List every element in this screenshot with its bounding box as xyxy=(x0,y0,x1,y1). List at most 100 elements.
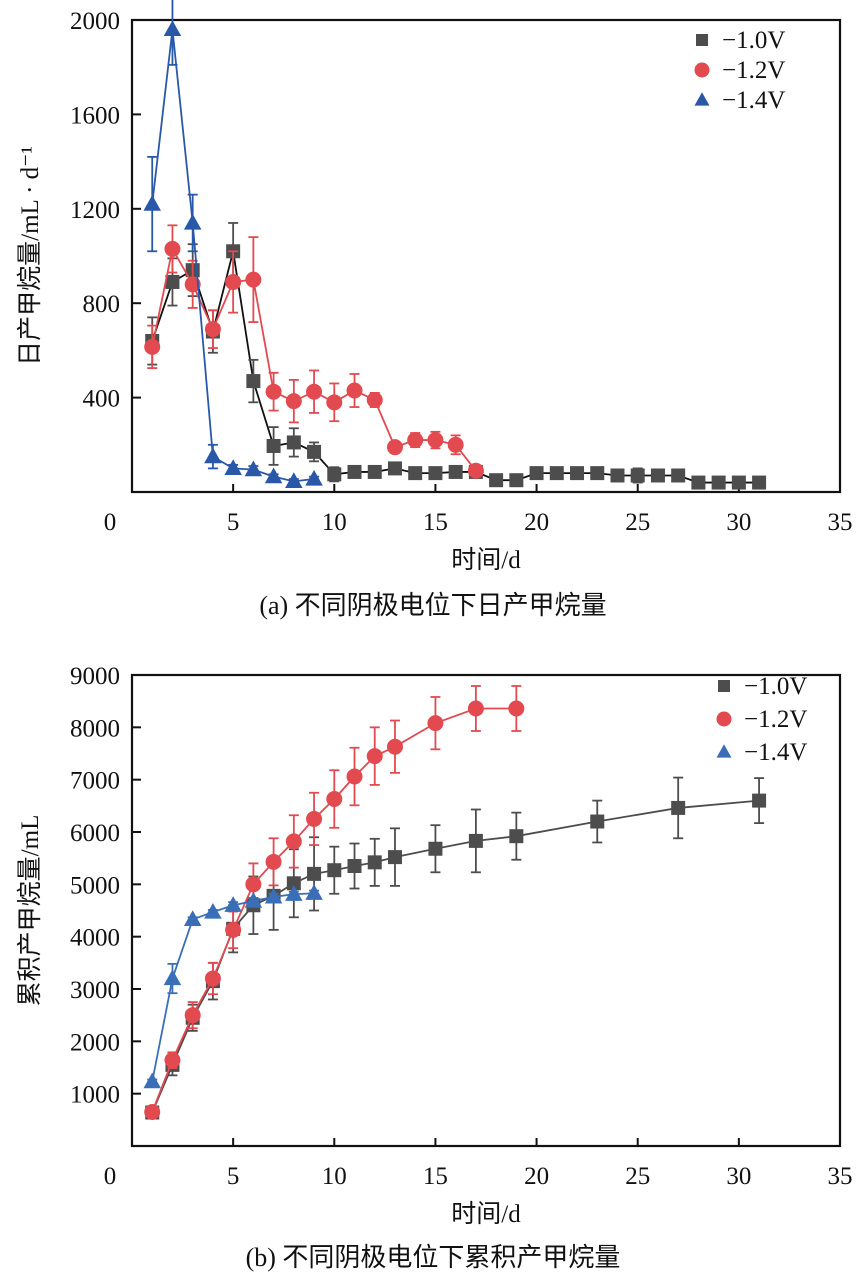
data-point xyxy=(347,859,362,874)
legend-label: −1.2V xyxy=(744,706,807,733)
data-point xyxy=(265,853,282,870)
x-tick-label: 5 xyxy=(227,509,240,536)
x-tick-label: 20 xyxy=(524,509,549,536)
x-tick-label: 25 xyxy=(625,1163,650,1190)
chart-caption: (b) 不同阴极电位下累积产甲烷量 xyxy=(246,1243,621,1272)
y-tick-label: 1600 xyxy=(70,102,120,129)
legend-marker-circle xyxy=(694,62,710,78)
y-tick-label: 7000 xyxy=(70,768,120,795)
data-point xyxy=(367,464,382,479)
data-point xyxy=(245,876,262,893)
legend-label: −1.2V xyxy=(722,57,785,84)
data-point xyxy=(549,466,564,481)
data-point xyxy=(408,466,423,481)
y-tick-label: 9000 xyxy=(70,663,120,690)
y-tick-label: 2000 xyxy=(70,8,120,35)
series-line xyxy=(151,707,517,1113)
data-point xyxy=(387,850,402,865)
x-tick-label: 35 xyxy=(828,1163,853,1190)
data-point xyxy=(467,700,484,717)
legend-item: −1.2V xyxy=(716,706,807,733)
series-circle xyxy=(144,685,525,1120)
data-point xyxy=(144,1103,161,1120)
data-point xyxy=(307,444,322,459)
data-point xyxy=(428,841,443,856)
data-point xyxy=(346,768,363,785)
y-axis-title: 累积产甲烷量/mL xyxy=(16,815,44,1007)
data-point xyxy=(428,466,443,481)
data-point xyxy=(327,467,342,482)
data-point xyxy=(306,383,323,400)
data-point xyxy=(326,394,343,411)
y-axis-title: 日产甲烷量/mL · d⁻¹ xyxy=(16,146,44,366)
data-point xyxy=(164,240,181,257)
data-point xyxy=(264,887,283,904)
x-axis-title: 时间/d xyxy=(451,546,521,574)
data-point xyxy=(407,432,424,449)
y-tick-label: 800 xyxy=(83,291,121,318)
data-point xyxy=(204,902,222,919)
x-tick-label: 10 xyxy=(322,1163,347,1190)
chart-caption: (a) 不同阴极电位下日产甲烷量 xyxy=(259,591,606,620)
data-point xyxy=(144,338,161,355)
data-point xyxy=(285,833,302,850)
data-point xyxy=(305,884,323,900)
data-point xyxy=(489,473,504,488)
legend-label: −1.0V xyxy=(744,673,807,700)
data-point xyxy=(183,213,202,230)
data-point xyxy=(143,194,161,211)
data-point xyxy=(327,863,342,878)
data-point xyxy=(204,447,222,464)
data-point xyxy=(468,833,483,848)
data-point xyxy=(509,473,524,488)
x-tick-label: 0 xyxy=(104,509,117,536)
legend-item: −1.0V xyxy=(718,673,807,700)
data-point xyxy=(184,276,201,293)
data-point xyxy=(163,969,182,986)
series-triangle xyxy=(143,0,323,488)
data-point xyxy=(386,439,403,456)
y-tick-label: 4000 xyxy=(70,925,120,952)
x-tick-label: 30 xyxy=(726,1163,751,1190)
x-tick-label: 30 xyxy=(726,509,751,536)
x-tick-label: 20 xyxy=(524,1163,549,1190)
data-point xyxy=(163,20,182,37)
data-point xyxy=(529,466,544,481)
data-point xyxy=(266,438,281,453)
data-point xyxy=(509,829,524,844)
data-point xyxy=(570,466,585,481)
data-point xyxy=(265,383,282,400)
legend-marker-triangle xyxy=(694,92,710,106)
data-point xyxy=(285,472,303,488)
data-point xyxy=(224,459,242,476)
data-point xyxy=(447,436,464,453)
y-tick-label: 2000 xyxy=(70,1029,120,1056)
data-point xyxy=(306,810,323,827)
data-point xyxy=(204,321,221,338)
data-point xyxy=(183,910,202,927)
x-tick-label: 25 xyxy=(625,509,650,536)
data-point xyxy=(286,435,301,450)
x-tick-label: 15 xyxy=(423,1163,448,1190)
y-tick-label: 6000 xyxy=(70,820,120,847)
data-point xyxy=(305,469,323,486)
data-point xyxy=(508,700,525,717)
x-tick-label: 35 xyxy=(828,509,853,536)
data-point xyxy=(264,467,283,484)
data-point xyxy=(752,475,767,490)
data-point xyxy=(731,475,746,490)
y-tick-label: 1000 xyxy=(70,1082,120,1109)
data-point xyxy=(245,271,262,288)
data-point xyxy=(610,468,625,483)
data-point xyxy=(285,885,303,901)
data-point xyxy=(366,748,383,765)
data-point xyxy=(244,460,263,477)
data-point xyxy=(752,793,767,808)
y-tick-label: 3000 xyxy=(70,977,120,1004)
legend-marker-square xyxy=(718,680,730,692)
series-square xyxy=(145,776,767,1120)
legend-item: −1.2V xyxy=(694,57,785,84)
data-point xyxy=(467,462,484,479)
legend-marker-triangle xyxy=(716,744,732,758)
data-point xyxy=(347,464,362,479)
